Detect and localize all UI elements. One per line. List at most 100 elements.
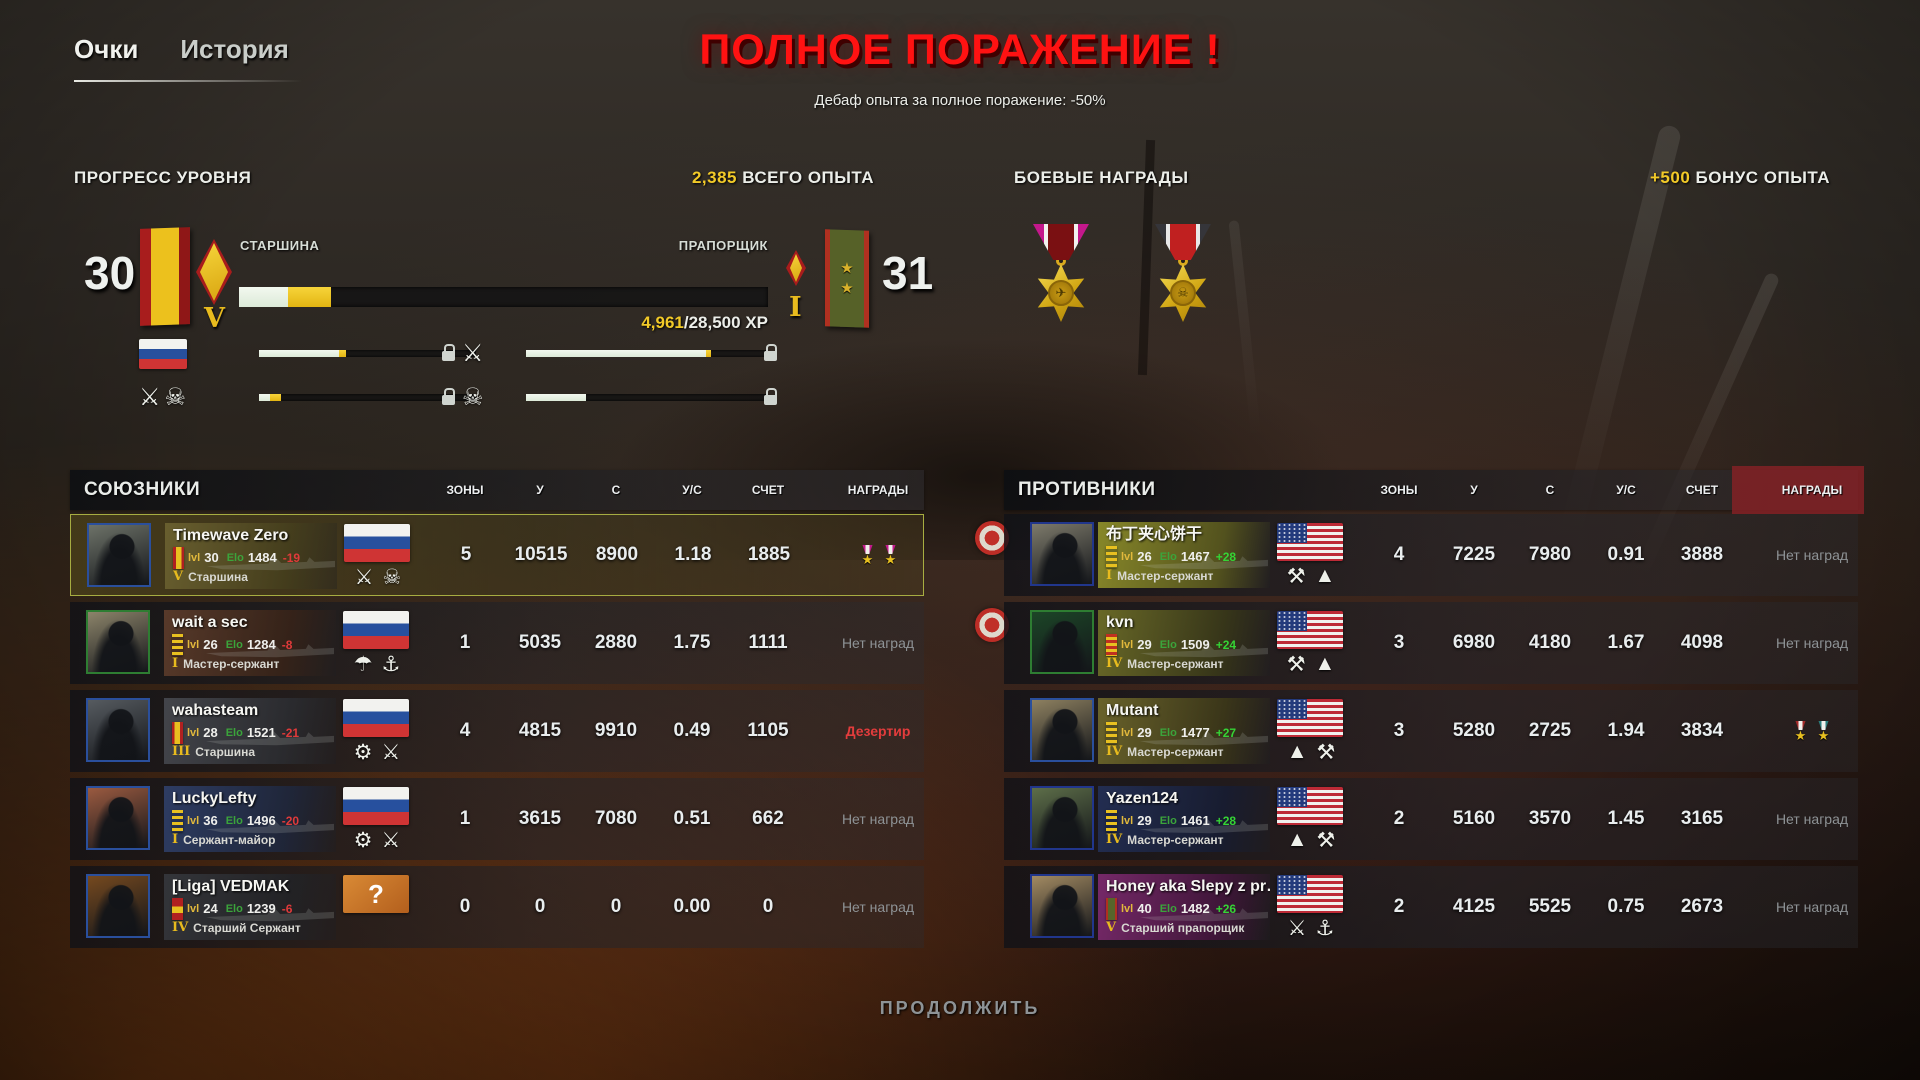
stat-kills: 3615 [518, 808, 562, 829]
elo-value: 1521 [246, 725, 276, 740]
tank-roundel-icon [975, 521, 1009, 555]
stat-kills: 5160 [1452, 808, 1496, 829]
no-awards-label: Нет наград [1775, 811, 1849, 827]
player-rank-line: V Старший прапорщик [1106, 920, 1262, 936]
stat-deaths: 3570 [1528, 808, 1572, 829]
rank-numeral: IV [1106, 656, 1123, 671]
results-tabs: Очки История [74, 34, 289, 65]
avatar [86, 610, 150, 674]
player-row[interactable]: [Liga] VEDMAK lvl 24 Elo 1239 -6 IV Стар… [70, 866, 924, 948]
stat-kills: 4125 [1452, 896, 1496, 917]
elo-value: 1477 [1180, 725, 1210, 740]
stat-zones: 0 [459, 896, 471, 917]
rank-insignia-icon [172, 722, 183, 744]
stat-zones: 1 [459, 808, 471, 829]
xp-track [526, 394, 766, 401]
stat-deaths: 2880 [594, 632, 638, 653]
lvl-value: 29 [1137, 813, 1152, 828]
medal-star-icon: ✈ [1037, 264, 1085, 322]
crossed-rifles-emblem-icon: ⚔ [354, 566, 374, 589]
player-row[interactable]: LuckyLefty lvl 36 Elo 1496 -20 I Сержант… [70, 778, 924, 860]
column-deaths: С [1545, 483, 1555, 497]
player-awards: Нет наград [1776, 635, 1848, 651]
player-info-line: lvl 29 Elo 1461 +28 [1106, 810, 1262, 832]
rank-insignia-icon [173, 547, 184, 569]
stat-kd: 0.51 [673, 808, 711, 829]
rank-numeral: V [173, 569, 184, 584]
stat-score: 1111 [748, 632, 788, 653]
battle-medal[interactable]: ☠ [1154, 224, 1212, 322]
lvl-label: lvl [1121, 815, 1134, 827]
avatar [86, 698, 150, 762]
avatar [86, 874, 150, 938]
rank-name: Мастер-сержант [183, 657, 280, 671]
player-plate: kvn lvl 29 Elo 1509 +24 IV Мастер-сержан… [1098, 610, 1270, 676]
total-xp-label: ВСЕГО ОПЫТА [742, 168, 874, 187]
elo-label: Elo [1159, 815, 1177, 827]
player-info-line: lvl 26 Elo 1467 +28 [1106, 546, 1262, 568]
column-kills: У [536, 483, 544, 497]
unit-emblems: ⚒ ▲ [1277, 564, 1345, 589]
lock-icon [764, 344, 777, 361]
faction-xp-bar: ⚔ [462, 338, 777, 370]
soldier-portrait [88, 876, 148, 936]
elo-value: 1482 [1180, 901, 1210, 916]
xp-bonus-value: +500 [1649, 168, 1691, 187]
enemies-title: ПРОТИВНИКИ [1018, 479, 1156, 500]
rank-numeral: I [172, 656, 179, 671]
elo-label: Elo [225, 815, 243, 827]
sapper-beetle-emblem-icon: ⚒ [1316, 741, 1336, 764]
stat-kd: 1.94 [1607, 720, 1645, 741]
stat-kd: 1.45 [1607, 808, 1645, 829]
player-row[interactable]: 布丁夹心饼干 lvl 26 Elo 1467 +28 I Мастер-серж… [1004, 514, 1858, 596]
rank-numeral: IV [172, 920, 189, 935]
player-row[interactable]: wahasteam lvl 28 Elo 1521 -21 III Старши… [70, 690, 924, 772]
player-row[interactable]: Yazen124 lvl 29 Elo 1461 +28 IV Мастер-с… [1004, 778, 1858, 860]
continue-button[interactable]: ПРОДОЛЖИТЬ [879, 998, 1041, 1018]
player-row[interactable]: Mutant lvl 29 Elo 1477 +27 IV Мастер-сер… [1004, 690, 1858, 772]
battle-medal[interactable]: ✈ [1032, 224, 1090, 322]
crossed-rifles-emblem-icon: ⚔ [462, 340, 484, 367]
star-icon: ★ [840, 279, 854, 297]
player-faction: ⚙ ⚔ [343, 699, 411, 765]
stat-deaths: 7980 [1528, 544, 1572, 565]
elo-delta: -21 [281, 726, 300, 740]
next-rank-numeral: I [789, 292, 802, 323]
xp-track [259, 350, 476, 357]
russia-flag-icon [139, 339, 187, 369]
soldier-portrait [1032, 876, 1092, 936]
player-awards: Нет наград [842, 635, 914, 651]
lvl-label: lvl [187, 815, 200, 827]
stat-kd: 1.18 [674, 544, 712, 565]
lvl-value: 28 [203, 725, 218, 740]
elo-value: 1496 [246, 813, 276, 828]
stat-score: 0 [762, 896, 774, 917]
tab-history[interactable]: История [180, 34, 289, 64]
player-row[interactable]: Honey aka Slepy z pr… lvl 40 Elo 1482 +2… [1004, 866, 1858, 948]
player-row[interactable]: wait a sec lvl 26 Elo 1284 -8 I Мастер-с… [70, 602, 924, 684]
column-zones: ЗОНЫ [1380, 483, 1418, 497]
star-icon: ★ [840, 259, 854, 277]
player-plate: Timewave Zero lvl 30 Elo 1484 -19 V Стар… [165, 523, 337, 589]
column-deaths: С [611, 483, 621, 497]
xp-track [259, 394, 476, 401]
player-rank-line: IV Мастер-сержант [1106, 656, 1262, 672]
rank-name: Старший прапорщик [1121, 921, 1245, 935]
stat-score: 4098 [1680, 632, 1724, 653]
player-info-line: lvl 29 Elo 1477 +27 [1106, 722, 1262, 744]
soldier-portrait [89, 525, 149, 585]
unit-emblems: ⚔ ⚓ [1277, 916, 1345, 941]
xp-bonus: +500 БОНУС ОПЫТА [1650, 168, 1830, 188]
player-info-line: lvl 24 Elo 1239 -6 [172, 898, 328, 920]
rank-name: Мастер-сержант [1127, 745, 1224, 759]
rank-name: Сержант-майор [183, 833, 276, 847]
rank-name: Мастер-сержант [1127, 833, 1224, 847]
total-xp-value: 2,385 [691, 168, 737, 187]
lvl-label: lvl [187, 903, 200, 915]
player-row[interactable]: kvn lvl 29 Elo 1509 +24 IV Мастер-сержан… [1004, 602, 1858, 684]
player-faction: ? [343, 875, 411, 916]
stat-kills: 5035 [518, 632, 562, 653]
level-progress-fill-prev [239, 287, 289, 307]
tab-points[interactable]: Очки [74, 34, 139, 64]
player-row[interactable]: Timewave Zero lvl 30 Elo 1484 -19 V Стар… [70, 514, 924, 596]
